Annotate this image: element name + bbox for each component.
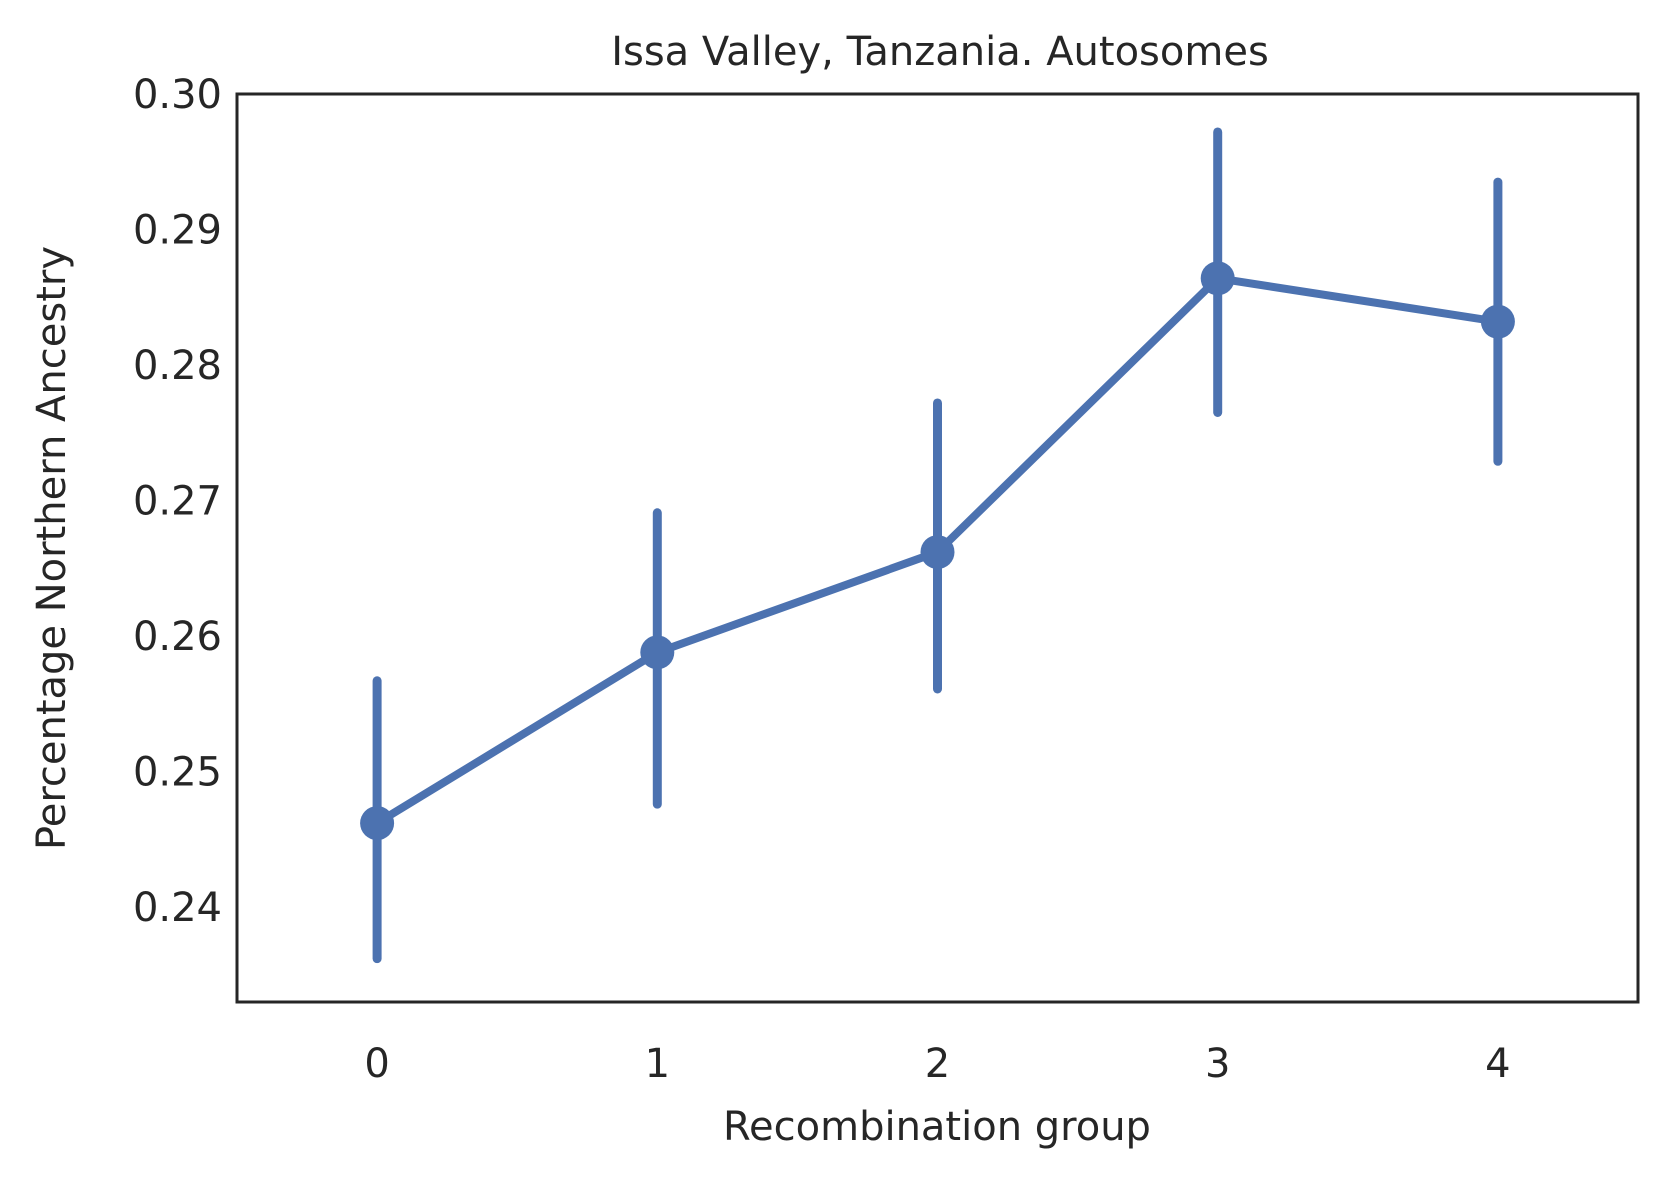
x-tick-label: 1 bbox=[645, 1041, 670, 1087]
data-point bbox=[1200, 261, 1235, 296]
x-tick-label: 3 bbox=[1205, 1041, 1230, 1087]
plot-frame bbox=[235, 92, 1640, 1004]
x-axis-label: Recombination group bbox=[723, 1104, 1151, 1150]
x-axis-ticks: 0 1 2 3 4 bbox=[364, 1041, 1510, 1087]
y-tick-label: 0.28 bbox=[133, 343, 222, 389]
data-point bbox=[360, 806, 395, 841]
x-tick-label: 4 bbox=[1485, 1041, 1510, 1087]
y-tick-label: 0.30 bbox=[133, 72, 222, 118]
y-tick-label: 0.24 bbox=[133, 885, 222, 931]
y-axis-label: Percentage Northern Ancestry bbox=[29, 246, 75, 850]
chart-title: Issa Valley, Tanzania. Autosomes bbox=[611, 29, 1269, 75]
y-tick-label: 0.29 bbox=[133, 208, 222, 254]
y-tick-label: 0.27 bbox=[133, 479, 222, 525]
x-tick-label: 0 bbox=[364, 1041, 389, 1087]
data-point bbox=[1480, 304, 1515, 339]
y-tick-label: 0.26 bbox=[133, 614, 222, 660]
x-tick-label: 2 bbox=[925, 1041, 950, 1087]
data-point bbox=[920, 535, 955, 570]
data-point bbox=[640, 635, 675, 670]
plot-marks bbox=[360, 127, 1515, 964]
y-axis-ticks: 0.24 0.25 0.26 0.27 0.28 0.29 0.30 bbox=[133, 72, 222, 931]
y-tick-label: 0.25 bbox=[133, 750, 222, 796]
